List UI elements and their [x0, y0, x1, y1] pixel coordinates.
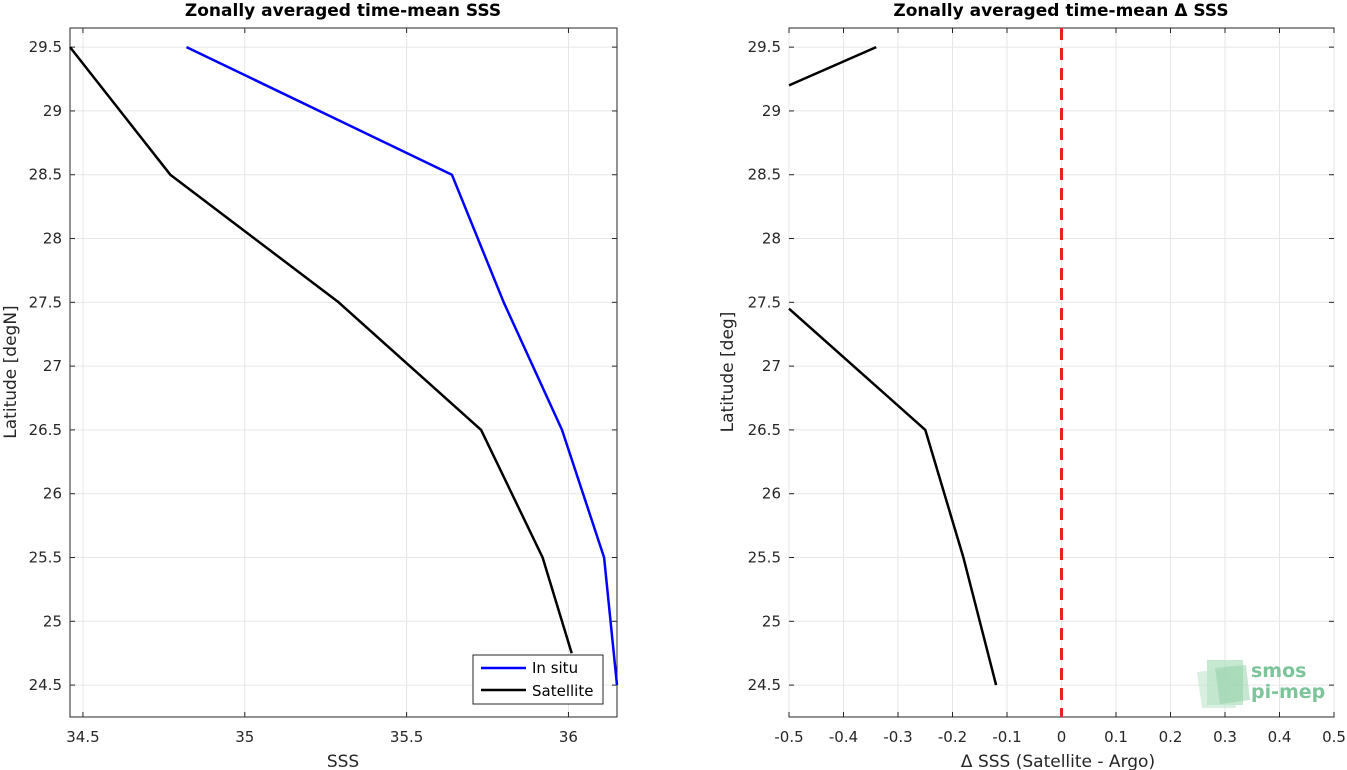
y-tick-label: 28 [762, 230, 781, 248]
y-tick-label: 24.5 [29, 676, 62, 694]
y-tick-label: 26 [762, 485, 781, 503]
series-line-segment-1 [788, 45, 877, 87]
x-tick-label: 35 [235, 728, 254, 746]
x-tick-label: 0.2 [1159, 728, 1183, 746]
x-tick-label: 0.3 [1213, 728, 1237, 746]
y-tick-label: 29.5 [29, 38, 62, 56]
chart-title: Zonally averaged time-mean Δ SSS [893, 1, 1228, 21]
x-axis-label: SSS [327, 752, 359, 770]
chart-title: Zonally averaged time-mean SSS [185, 1, 501, 21]
legend-box [472, 654, 604, 705]
delta-sss-panel: -0.5 -0.4 -0.3 -0.2 -0.1 0 0.1 0.2 0.3 0.4 0.5 24.5… [718, 1, 1346, 770]
y-tick-label: 26 [43, 485, 62, 503]
y-tick-label: 24.5 [748, 676, 781, 694]
logo-wave-icon-3 [1215, 665, 1250, 704]
y-tick-label: 26.5 [748, 421, 781, 439]
y-tick-label: 28 [43, 230, 62, 248]
y-tick-label: 25.5 [748, 549, 781, 567]
series-line-satellite [69, 46, 573, 654]
grid [70, 28, 617, 717]
sss-panel: 34.5 35 35.5 36 24.5 25 25.5 26 26.5 27 27.5 28 28.5… [1, 1, 619, 770]
y-tick-label: 29.5 [748, 38, 781, 56]
legend-label-satellite: Satellite [532, 682, 593, 700]
ticks: -0.5 -0.4 -0.3 -0.2 -0.1 0 0.1 0.2 0.3 0.4 0.5 24.5… [748, 28, 1346, 746]
y-tick-label: 27 [762, 357, 781, 375]
x-tick-label: 0 [1057, 728, 1067, 746]
x-tick-label: 0.5 [1322, 728, 1346, 746]
x-tick-label: -0.3 [883, 728, 912, 746]
y-tick-label: 28.5 [748, 166, 781, 184]
y-tick-label: 27.5 [29, 293, 62, 311]
x-tick-label: -0.4 [829, 728, 858, 746]
logo-text-pi-mep: pi-mep [1251, 681, 1325, 703]
y-axis-label: Latitude [degN] [1, 305, 21, 438]
x-tick-label: 34.5 [66, 728, 99, 746]
y-tick-label: 26.5 [29, 421, 62, 439]
smos-pi-mep-logo: smos pi-mep [1197, 660, 1325, 708]
y-axis-label: Latitude [deg] [718, 312, 738, 433]
y-tick-label: 25 [762, 612, 781, 630]
series-group [788, 28, 1063, 717]
x-tick-label: 35.5 [390, 728, 423, 746]
x-tick-label: 36 [559, 728, 578, 746]
y-tick-label: 25 [43, 612, 62, 630]
x-tick-label: -0.2 [938, 728, 967, 746]
logo-text-smos: smos [1251, 660, 1306, 682]
y-tick-label: 27.5 [748, 293, 781, 311]
x-tick-label: -0.1 [992, 728, 1021, 746]
x-tick-label: -0.5 [774, 728, 803, 746]
series-line-in-situ [185, 45, 619, 686]
legend: In situ Satellite [472, 654, 604, 705]
x-axis-label: Δ SSS (Satellite - Argo) [961, 752, 1155, 770]
y-tick-label: 28.5 [29, 166, 62, 184]
legend-label-in-situ: In situ [532, 659, 578, 677]
series-group [69, 45, 619, 686]
x-tick-label: 0.1 [1104, 728, 1128, 746]
plot-area [69, 27, 618, 718]
series-line-segment-0 [788, 307, 998, 686]
y-tick-label: 25.5 [29, 549, 62, 567]
ticks: 34.5 35 35.5 36 24.5 25 25.5 26 26.5 27 27.5 28 28.5… [29, 28, 617, 746]
y-tick-label: 29 [43, 102, 62, 120]
y-tick-label: 29 [762, 102, 781, 120]
y-tick-label: 27 [43, 357, 62, 375]
x-tick-label: 0.4 [1268, 728, 1292, 746]
